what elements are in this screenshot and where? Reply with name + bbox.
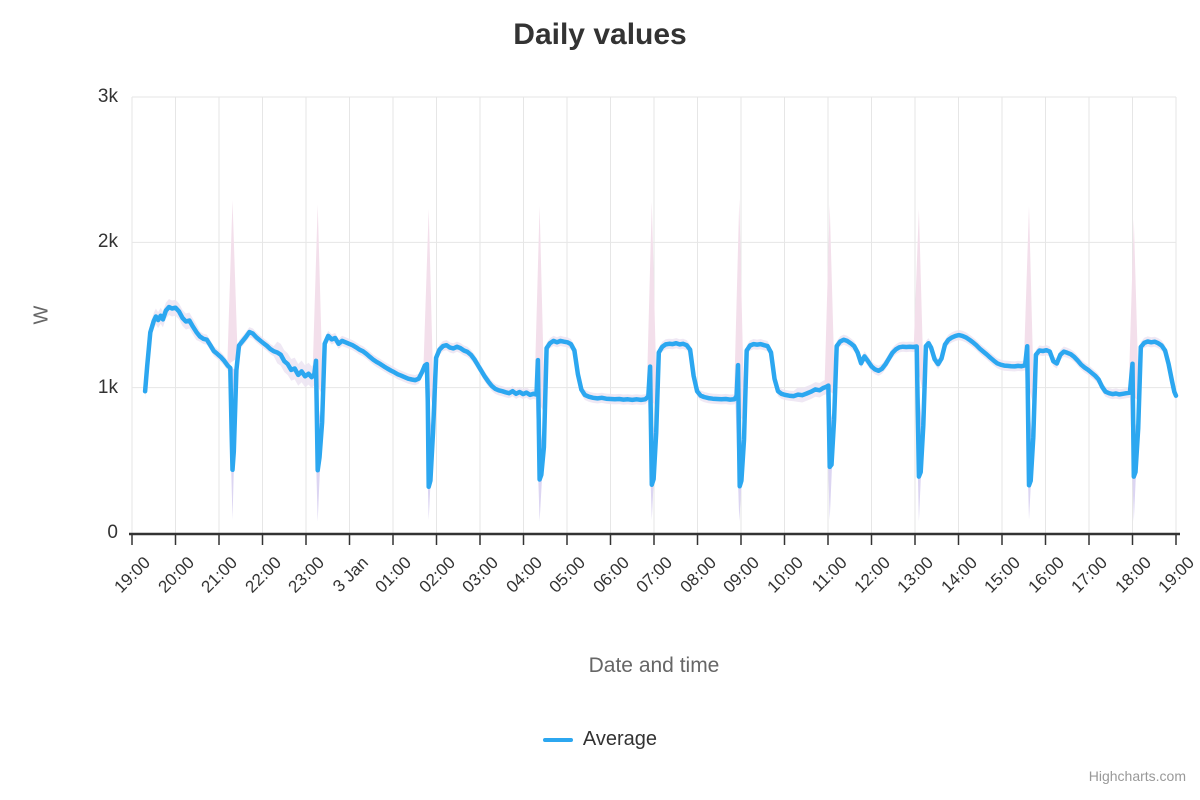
y-tick-label: 2k xyxy=(97,231,118,253)
range-spike-upper xyxy=(423,208,434,412)
legend-label: Average xyxy=(582,728,658,750)
y-tick-label: 1k xyxy=(97,376,118,398)
credits-link[interactable]: Highcharts.com xyxy=(1088,768,1186,784)
legend-item-average[interactable]: Average xyxy=(542,728,658,751)
chart-title: Daily values xyxy=(513,18,687,51)
y-tick-label: 3k xyxy=(97,86,118,107)
range-band xyxy=(145,299,1177,492)
x-axis-title: Date and time xyxy=(588,654,720,677)
range-spike-upper xyxy=(227,200,238,365)
range-spike-upper xyxy=(824,204,835,396)
range-spike-upper xyxy=(646,201,657,406)
y-tick-label: 0 xyxy=(107,522,118,543)
y-axis-title: W xyxy=(30,305,53,325)
average-line-series[interactable] xyxy=(142,304,1179,490)
range-spike-upper xyxy=(1128,219,1139,402)
range-spike-upper xyxy=(312,204,323,397)
legend-line-marker-icon xyxy=(542,737,573,742)
legend: Average xyxy=(0,728,1200,751)
